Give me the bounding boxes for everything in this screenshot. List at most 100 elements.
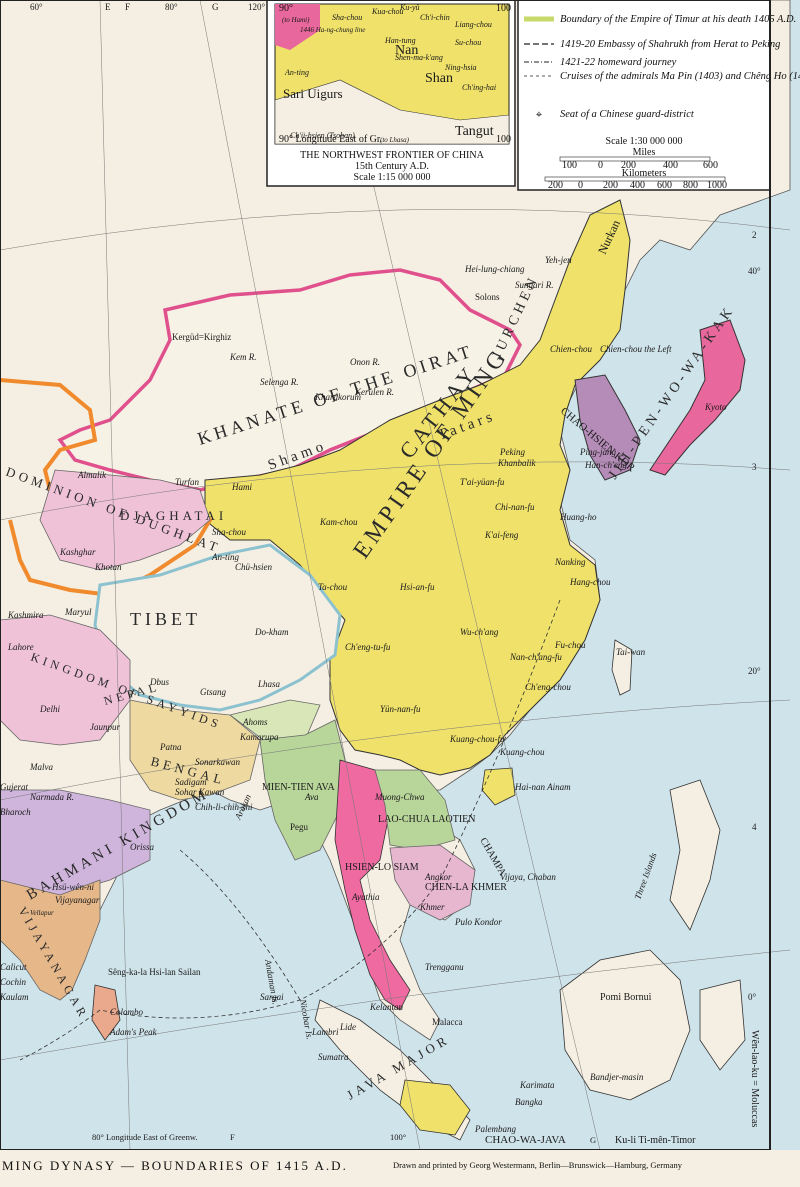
place-label: Patna <box>159 742 182 752</box>
svg-text:2: 2 <box>752 230 757 240</box>
place-label: Onon R. <box>350 357 380 367</box>
place-label: Kyoto <box>704 402 727 412</box>
place-label: Adam's Peak <box>109 1027 158 1037</box>
legend-item-2: 1421-22 homeward journey <box>560 57 677 68</box>
borneo-island <box>559 949 691 1101</box>
miles-tick-3: 400 <box>663 160 678 171</box>
place-label: Ping-jang <box>579 447 616 457</box>
sayyids-region <box>0 614 131 746</box>
inset-subtitle: 15th Century A.D. <box>355 161 429 172</box>
km-tick-5: 800 <box>683 180 698 191</box>
inset-label-0: Sha-chou <box>332 13 362 22</box>
kuli-timen-label: Ku-li Ti-mên-Timor <box>615 1135 696 1146</box>
place-label: Dbus <box>149 677 169 687</box>
place-label: Kelantan <box>369 1002 403 1012</box>
place-label: Cochin <box>0 977 26 987</box>
bengal-region <box>129 699 261 801</box>
place-label: Hsü-wên-ni <box>51 882 94 892</box>
philippines-islands <box>669 779 721 931</box>
place-label: Vellapur <box>30 909 54 917</box>
place-label: Palembang <box>474 1124 516 1134</box>
place-label: Hei-lung-chiang <box>464 264 525 274</box>
place-label: Hami <box>231 482 252 492</box>
place-label: Solons <box>475 292 500 302</box>
place-label: Pegu <box>290 822 309 832</box>
place-label: Sonarkawan <box>195 757 241 767</box>
place-label: Almalik <box>77 470 107 480</box>
place-label: Lide <box>339 1022 356 1032</box>
place-label: Hai-nan Ainam <box>514 782 571 792</box>
km-tick-4: 600 <box>657 180 672 191</box>
oirat-khanate <box>57 268 523 492</box>
right-scale: 2 40° 3 20° 4 0° <box>748 230 761 1002</box>
km-tick-1: 0 <box>578 180 583 191</box>
tibet-label: TIBET <box>130 609 201 629</box>
place-label: Gtsang <box>200 687 227 697</box>
inset-label-11: Nan <box>395 43 418 58</box>
place-label: Ch'eng-tu-fu <box>345 642 391 652</box>
taiwan-island <box>611 639 633 696</box>
place-label: Sadigam <box>175 777 207 787</box>
place-label: Kashghar <box>59 547 96 557</box>
djaghatai-label: DJAGHATAI <box>120 508 227 523</box>
place-label: Karimata <box>519 1080 555 1090</box>
km-tick-2: 200 <box>603 180 618 191</box>
place-label: Jaunpur <box>90 722 120 732</box>
place-label: Kergüd=Kirghiz <box>172 332 231 342</box>
km-tick-3: 400 <box>630 180 645 191</box>
place-label: Sêng-ka-la Hsi-lan Sailan <box>108 967 201 977</box>
inset-label-3: Su-chou <box>455 38 481 47</box>
place-label: Malva <box>29 762 53 772</box>
inset-title: THE NORTHWEST FRONTIER OF CHINA <box>300 150 484 161</box>
place-label: Yeh-jen <box>545 255 572 265</box>
place-label: Colombo <box>110 1007 144 1017</box>
place-label: Lambri <box>311 1027 339 1037</box>
svg-text:100°: 100° <box>390 1132 406 1142</box>
legend-scale: Scale 1:30 000 000 <box>606 136 683 147</box>
place-label: Calicut <box>0 962 27 972</box>
place-label: Sargai <box>260 992 284 1002</box>
svg-text:3: 3 <box>752 462 757 472</box>
place-label: Kam-chou <box>319 517 358 527</box>
pomi-bornui-label: Pomi Bornui <box>600 992 652 1003</box>
svg-text:0°: 0° <box>748 992 757 1002</box>
svg-text:80°: 80° <box>165 2 178 12</box>
place-labels: Kergüd=Kirghiz Kem R. Selenga R. Kharako… <box>0 255 727 1134</box>
khmer-region <box>389 844 476 921</box>
place-label: Vijaya, Chaban <box>500 872 556 882</box>
place-label: Tai-wan <box>616 647 646 657</box>
place-label: Maryul <box>64 607 92 617</box>
place-label: Orissa <box>130 842 155 852</box>
place-label: Chih-li-chih-shi <box>195 802 253 812</box>
lao-chua-label: LAO-CHUA LAOTIEN <box>378 814 476 825</box>
inset-label-6: Ning-hsia <box>444 63 477 72</box>
legend-item-0: Boundary of the Empire of Timur at his d… <box>560 14 796 25</box>
vijayanagar-region <box>0 879 101 1001</box>
inset-label-4: Han-tung <box>384 36 416 45</box>
place-label: Turfan <box>175 477 200 487</box>
place-label: Sohar Kawan <box>175 787 225 797</box>
guard-district-icon: ⌖ <box>536 109 542 121</box>
miles-tick-4: 600 <box>703 160 718 171</box>
place-label: Huang-ho <box>559 512 597 522</box>
miles-tick-0: 100 <box>562 160 577 171</box>
inset-label-2: Ch'i-chin <box>420 13 450 22</box>
inset-label-7: An-ting <box>284 68 309 77</box>
chao-wa-java-label: CHAO-WA-JAVA <box>485 1134 566 1146</box>
place-label: Sungari R. <box>515 280 554 290</box>
svg-text:F: F <box>230 1132 235 1142</box>
java-island <box>399 1079 471 1136</box>
place-label: Chü-hsien <box>235 562 272 572</box>
inset-label-8: Sari Uigurs <box>283 86 343 101</box>
place-label: Sha-chou <box>212 527 246 537</box>
inset-map: 90° 100 100 90° Longitude East of Gr. Sh… <box>266 0 516 187</box>
place-label: Lhasa <box>257 679 281 689</box>
km-tick-0: 200 <box>548 180 563 191</box>
place-label: Wu-ch'ang <box>460 627 499 637</box>
miles-tick-1: 0 <box>598 160 603 171</box>
place-label: Han-ch'eng <box>584 460 627 470</box>
place-label: Nan-ch'ang-fu <box>509 652 562 662</box>
place-label: Kaulam <box>0 992 29 1002</box>
place-label: Selenga R. <box>260 377 299 387</box>
